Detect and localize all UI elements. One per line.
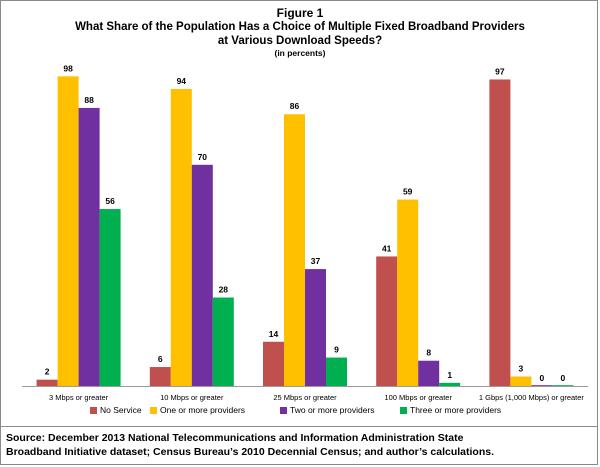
bar-two-or-more-providers-3	[418, 360, 440, 386]
data-label-2-0: 14	[269, 329, 279, 339]
data-label-1-1: 94	[177, 76, 187, 86]
data-label-0-0: 2	[45, 367, 50, 377]
bar-one-or-more-providers-2	[284, 114, 305, 387]
source-divider	[0, 426, 598, 427]
data-label-2-2: 37	[311, 256, 321, 266]
legend-swatch-3	[400, 407, 407, 414]
bar-no-service-4	[489, 79, 511, 386]
category-tick-label-0: 3 Mbps or greater	[49, 393, 109, 402]
bar-two-or-more-providers-2	[305, 269, 326, 386]
legend-label-2: Two or more providers	[290, 405, 375, 415]
legend-label-1: One or more providers	[160, 405, 245, 415]
data-label-4-3: 0	[561, 373, 566, 383]
category-tick-label-1: 10 Mbps or greater	[160, 393, 224, 402]
data-label-0-3: 56	[105, 196, 115, 206]
bar-two-or-more-providers-4	[531, 385, 553, 386]
category-tick-label-4: 1 Gbps (1,000 Mbps) or greater	[479, 393, 585, 402]
bar-three-or-more-providers-1	[212, 297, 234, 386]
bar-two-or-more-providers-0	[78, 107, 100, 387]
category-tick-label-3: 100 Mbps or greater	[384, 393, 452, 402]
chart-title-line-1: What Share of the Population Has a Choic…	[75, 21, 525, 33]
data-label-2-1: 86	[290, 101, 300, 111]
data-label-3-2: 8	[426, 348, 431, 358]
bar-no-service-1	[149, 367, 171, 386]
data-label-1-0: 6	[158, 354, 163, 364]
bar-one-or-more-providers-1	[170, 88, 192, 387]
data-label-0-1: 98	[63, 63, 73, 73]
bar-no-service-3	[376, 256, 398, 386]
chart-subtitle: (in percents)	[274, 48, 326, 58]
source-note: Source: December 2013 National Telecommu…	[6, 431, 596, 459]
bar-no-service-0	[36, 379, 58, 386]
bar-one-or-more-providers-3	[397, 199, 419, 386]
bar-no-service-2	[263, 341, 284, 386]
source-line-1: Source: December 2013 National Telecommu…	[6, 432, 464, 444]
category-tick-label-2: 25 Mbps or greater	[273, 393, 337, 402]
data-label-2-3: 9	[334, 345, 339, 355]
data-label-0-2: 88	[84, 95, 94, 105]
bar-three-or-more-providers-2	[326, 357, 347, 386]
legend-label-3: Three or more providers	[410, 405, 501, 415]
chart-header: Figure 1 What Share of the Population Ha…	[0, 6, 600, 59]
data-label-4-0: 97	[495, 66, 505, 76]
data-label-3-3: 1	[447, 370, 452, 380]
legend-swatch-2	[280, 407, 287, 414]
bar-one-or-more-providers-0	[57, 76, 79, 386]
data-label-4-1: 3	[519, 364, 524, 374]
data-label-1-2: 70	[198, 152, 208, 162]
bar-three-or-more-providers-0	[99, 209, 121, 386]
figure-label: Figure 1	[276, 6, 324, 20]
bar-two-or-more-providers-1	[191, 164, 213, 386]
bar-one-or-more-providers-4	[510, 376, 532, 386]
data-label-3-0: 41	[382, 243, 392, 253]
chart-title-line-2: at Various Download Speeds?	[217, 35, 383, 47]
source-line-2: Broadband Initiative dataset; Census Bur…	[6, 446, 494, 458]
bar-three-or-more-providers-4	[552, 385, 574, 386]
bar-three-or-more-providers-3	[439, 382, 461, 386]
data-label-1-3: 28	[219, 285, 229, 295]
legend-swatch-1	[150, 407, 157, 414]
legend-label-0: No Service	[100, 405, 142, 415]
data-label-4-2: 0	[540, 373, 545, 383]
data-label-3-1: 59	[403, 187, 413, 197]
legend-swatch-0	[90, 407, 97, 414]
